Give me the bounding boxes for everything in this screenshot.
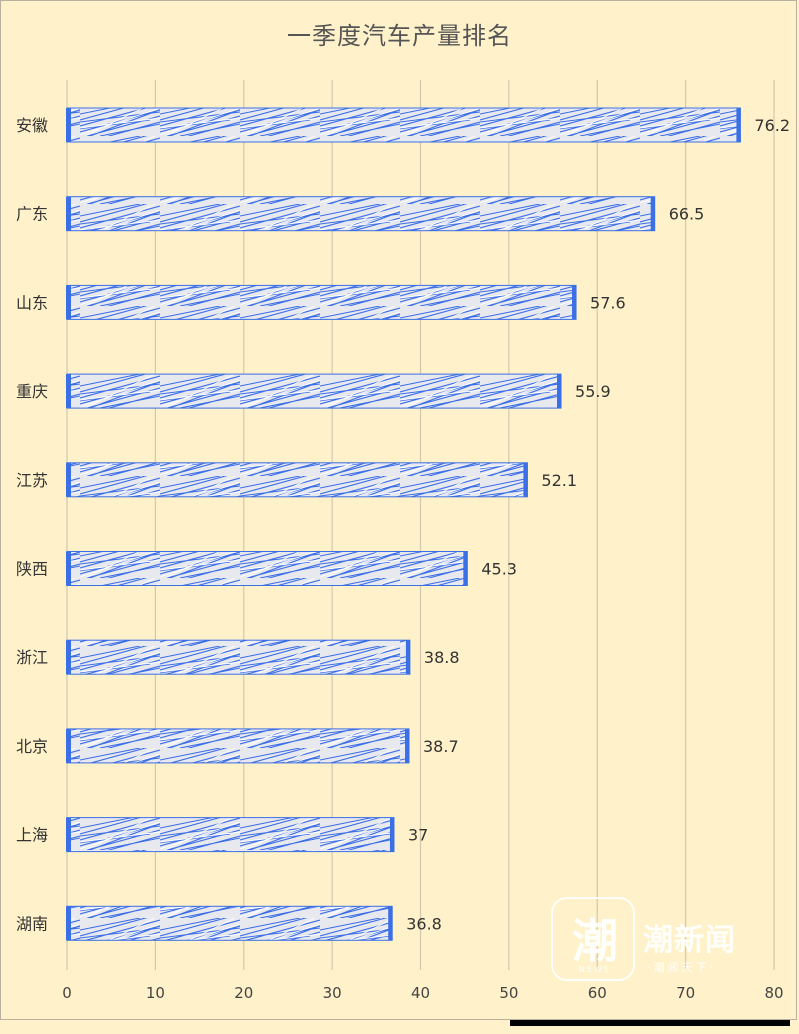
watermark-logo-icon: 潮 NEWS xyxy=(551,897,635,981)
category-label: 重庆 xyxy=(16,382,48,401)
bar xyxy=(66,373,562,409)
x-tick-label: 20 xyxy=(234,984,253,1002)
bar-start-cap xyxy=(66,196,71,231)
category-label: 安徽 xyxy=(16,116,48,135)
watermark-name: 潮新闻 xyxy=(643,923,736,958)
watermark-logo-sub: NEWS xyxy=(578,965,612,974)
data-label: 38.8 xyxy=(424,648,460,667)
category-label: 上海 xyxy=(16,826,48,845)
bar-end-cap xyxy=(650,196,655,231)
bar xyxy=(66,462,528,498)
bar xyxy=(66,107,741,143)
category-label: 浙江 xyxy=(16,648,48,667)
category-label: 广东 xyxy=(16,205,48,224)
bar xyxy=(66,728,410,764)
bar-start-cap xyxy=(66,906,71,941)
bar-end-cap xyxy=(463,551,468,586)
bar-start-cap xyxy=(66,640,71,675)
bar-start-cap xyxy=(66,462,71,497)
data-label: 45.3 xyxy=(481,560,517,579)
category-label: 湖南 xyxy=(16,914,48,933)
bar-end-cap xyxy=(572,285,577,320)
watermark-logo-glyph: 潮 xyxy=(572,914,618,968)
bar-end-cap xyxy=(557,374,562,409)
category-label: 北京 xyxy=(16,737,48,756)
x-tick-label: 80 xyxy=(764,984,783,1002)
data-label: 37 xyxy=(408,826,428,845)
x-tick-label: 40 xyxy=(411,984,430,1002)
category-label: 山东 xyxy=(16,293,48,312)
bar-start-cap xyxy=(66,728,71,763)
data-label: 38.7 xyxy=(423,737,459,756)
x-tick-label: 30 xyxy=(323,984,342,1002)
bar-start-cap xyxy=(66,551,71,586)
data-labels: 76.2 66.5 57.6 55.9 52.1 45.3 38.8 38.7 37 36.8 xyxy=(406,116,790,933)
x-tick-label: 10 xyxy=(146,984,165,1002)
bar-start-cap xyxy=(66,374,71,409)
x-axis-tick-labels: 0 10 20 30 40 50 60 70 80 xyxy=(62,984,783,1002)
watermark-slogan: ·潮闻天下· xyxy=(647,961,716,974)
x-tick-label: 50 xyxy=(499,984,518,1002)
category-label: 陕西 xyxy=(16,560,48,579)
watermark: 潮 NEWS 潮新闻 ·潮闻天下· xyxy=(551,897,761,987)
bar-end-cap xyxy=(405,640,410,675)
bars xyxy=(66,107,741,941)
bar xyxy=(66,551,468,586)
bar-end-cap xyxy=(523,462,528,497)
bar-end-cap xyxy=(388,906,393,941)
bar-end-cap xyxy=(405,728,410,763)
x-tick-label: 70 xyxy=(676,984,695,1002)
bar-end-cap xyxy=(736,108,741,142)
data-label: 66.5 xyxy=(669,205,705,224)
chart-title: 一季度汽车产量排名 xyxy=(287,22,512,50)
data-label: 36.8 xyxy=(406,914,442,933)
x-tick-label: 0 xyxy=(62,984,72,1002)
data-label: 57.6 xyxy=(590,293,626,312)
bar-end-cap xyxy=(389,817,394,852)
bar-start-cap xyxy=(66,108,71,142)
bottom-edge-bar xyxy=(510,1020,790,1026)
data-label: 55.9 xyxy=(575,382,611,401)
category-label: 江苏 xyxy=(16,471,48,490)
bar xyxy=(66,196,656,232)
bar-start-cap xyxy=(66,285,71,320)
data-label: 52.1 xyxy=(541,471,577,490)
bar xyxy=(66,639,411,675)
bar-start-cap xyxy=(66,817,71,852)
x-tick-label: 60 xyxy=(588,984,607,1002)
bar xyxy=(66,284,577,320)
bar xyxy=(66,817,395,853)
data-label: 76.2 xyxy=(754,116,790,135)
bar xyxy=(66,905,393,941)
